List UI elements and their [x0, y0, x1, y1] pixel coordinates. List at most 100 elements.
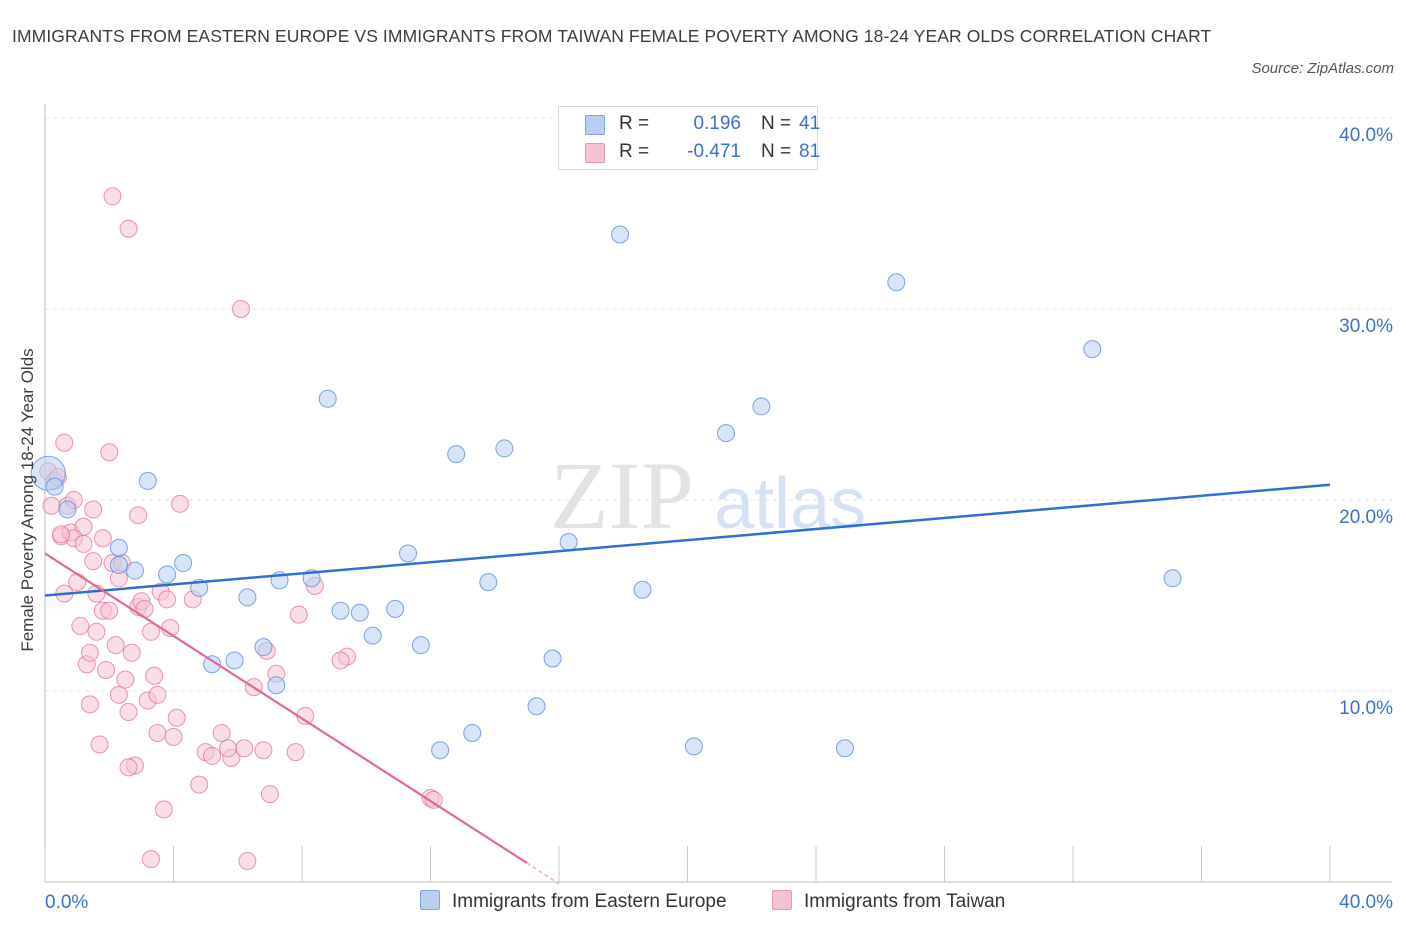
data-point-eastern-europe [58, 500, 77, 519]
data-point-taiwan [90, 735, 109, 754]
data-point-taiwan [87, 622, 106, 641]
data-point-eastern-europe [479, 573, 498, 592]
data-point-taiwan [219, 739, 238, 758]
data-point-eastern-europe [331, 601, 350, 620]
legend-n-value: 81 [799, 141, 821, 162]
legend-r-value: -0.471 [687, 141, 741, 162]
bottom-legend-eastern-europe: Immigrants from Eastern Europe [420, 888, 727, 916]
data-point-taiwan [142, 850, 161, 869]
data-point-taiwan [97, 660, 116, 679]
data-point-taiwan [42, 496, 61, 515]
data-point-taiwan [84, 500, 103, 519]
chart-title: IMMIGRANTS FROM EASTERN EUROPE VS IMMIGR… [12, 26, 1212, 46]
tick-labels: 10.0% 20.0% 30.0% 40.0% 0.0% 40.0% [45, 125, 1393, 913]
bottom-legend-label-eastern-europe: Immigrants from Eastern Europe [452, 891, 727, 912]
data-point-eastern-europe [109, 538, 128, 557]
y-tick-label: 40.0% [1339, 125, 1393, 146]
data-point-eastern-europe [611, 225, 630, 244]
data-point-taiwan [74, 534, 93, 553]
data-point-taiwan [93, 529, 112, 548]
data-point-eastern-europe [363, 626, 382, 645]
data-point-eastern-europe [267, 676, 286, 695]
data-point-eastern-europe [717, 424, 736, 443]
source-label: Source: ZipAtlas.com [1251, 60, 1394, 77]
data-point-taiwan [238, 851, 257, 870]
legend-r-label: R = [619, 113, 650, 134]
y-axis-label: Female Poverty Among 18-24 Year Olds [18, 348, 37, 652]
bottom-legend-swatch-blue [420, 890, 440, 910]
data-point-taiwan [424, 790, 443, 809]
y-tick-label: 20.0% [1339, 507, 1393, 528]
data-point-taiwan [148, 685, 167, 704]
data-point-taiwan [119, 758, 138, 777]
data-point-eastern-europe [752, 397, 771, 416]
data-point-taiwan [289, 605, 308, 624]
legend-swatch-blue [585, 115, 605, 135]
data-point-eastern-europe [495, 439, 514, 458]
y-tick-label: 10.0% [1339, 698, 1393, 719]
series-eastern-europe-points [30, 225, 1182, 760]
data-point-taiwan [190, 775, 209, 794]
data-point-taiwan [158, 590, 177, 609]
data-point-taiwan [231, 300, 250, 318]
trend-lines [44, 483, 1331, 885]
data-point-taiwan [170, 494, 189, 513]
data-point-eastern-europe [109, 555, 128, 574]
data-point-eastern-europe [1163, 569, 1182, 588]
data-point-eastern-europe [125, 561, 144, 580]
data-point-taiwan [212, 724, 231, 743]
legend-n-label: N = [761, 141, 792, 162]
data-point-taiwan [260, 785, 279, 804]
data-point-taiwan [331, 651, 350, 670]
data-point-eastern-europe [225, 651, 244, 670]
bottom-legend-label-taiwan: Immigrants from Taiwan [804, 891, 1006, 912]
data-point-taiwan [145, 666, 164, 685]
data-point-eastern-europe [684, 737, 703, 756]
data-point-eastern-europe [174, 554, 193, 573]
data-point-taiwan [55, 433, 74, 452]
data-point-eastern-europe [559, 533, 578, 552]
y-tick-label: 30.0% [1339, 316, 1393, 337]
data-point-taiwan [84, 552, 103, 571]
bottom-legend-swatch-pink [772, 890, 792, 910]
data-point-taiwan [286, 743, 305, 762]
data-point-eastern-europe [527, 697, 546, 716]
data-point-eastern-europe [158, 565, 177, 584]
axes [44, 104, 1392, 883]
data-point-taiwan [235, 739, 254, 758]
data-point-eastern-europe [399, 544, 418, 563]
data-point-taiwan [80, 695, 99, 714]
data-point-eastern-europe [203, 655, 222, 674]
x-tick-label: 40.0% [1339, 892, 1393, 913]
legend-n-value: 41 [799, 113, 821, 134]
data-point-eastern-europe [411, 636, 430, 655]
data-point-taiwan [103, 187, 122, 206]
legend-swatch-pink [585, 143, 605, 163]
data-point-eastern-europe [45, 477, 64, 496]
data-point-taiwan [106, 636, 125, 655]
watermark-zip: ZIP [550, 442, 694, 549]
data-point-taiwan [119, 703, 138, 722]
data-point-taiwan [71, 617, 90, 636]
data-point-eastern-europe [318, 389, 337, 408]
data-point-taiwan [100, 601, 119, 620]
legend-n-label: N = [761, 113, 792, 134]
data-point-taiwan [254, 741, 273, 760]
data-point-eastern-europe [463, 724, 482, 743]
data-point-eastern-europe [254, 638, 273, 657]
trend-line-eastern-europe [44, 483, 1331, 597]
data-point-taiwan [119, 219, 138, 238]
data-point-eastern-europe [633, 580, 652, 599]
x-tick-label: 0.0% [45, 892, 88, 913]
data-point-eastern-europe [447, 445, 466, 464]
data-point-taiwan [122, 643, 141, 662]
series-taiwan-points [39, 187, 443, 870]
bottom-legend-taiwan: Immigrants from Taiwan [772, 888, 1005, 916]
data-point-taiwan [203, 746, 222, 765]
data-point-eastern-europe [386, 599, 405, 618]
correlation-legend: R = 0.196 N = 41 R = -0.471 N = 81 [558, 106, 821, 170]
legend-r-value: 0.196 [693, 113, 741, 134]
data-point-eastern-europe [1083, 340, 1102, 359]
data-point-eastern-europe [238, 588, 257, 607]
